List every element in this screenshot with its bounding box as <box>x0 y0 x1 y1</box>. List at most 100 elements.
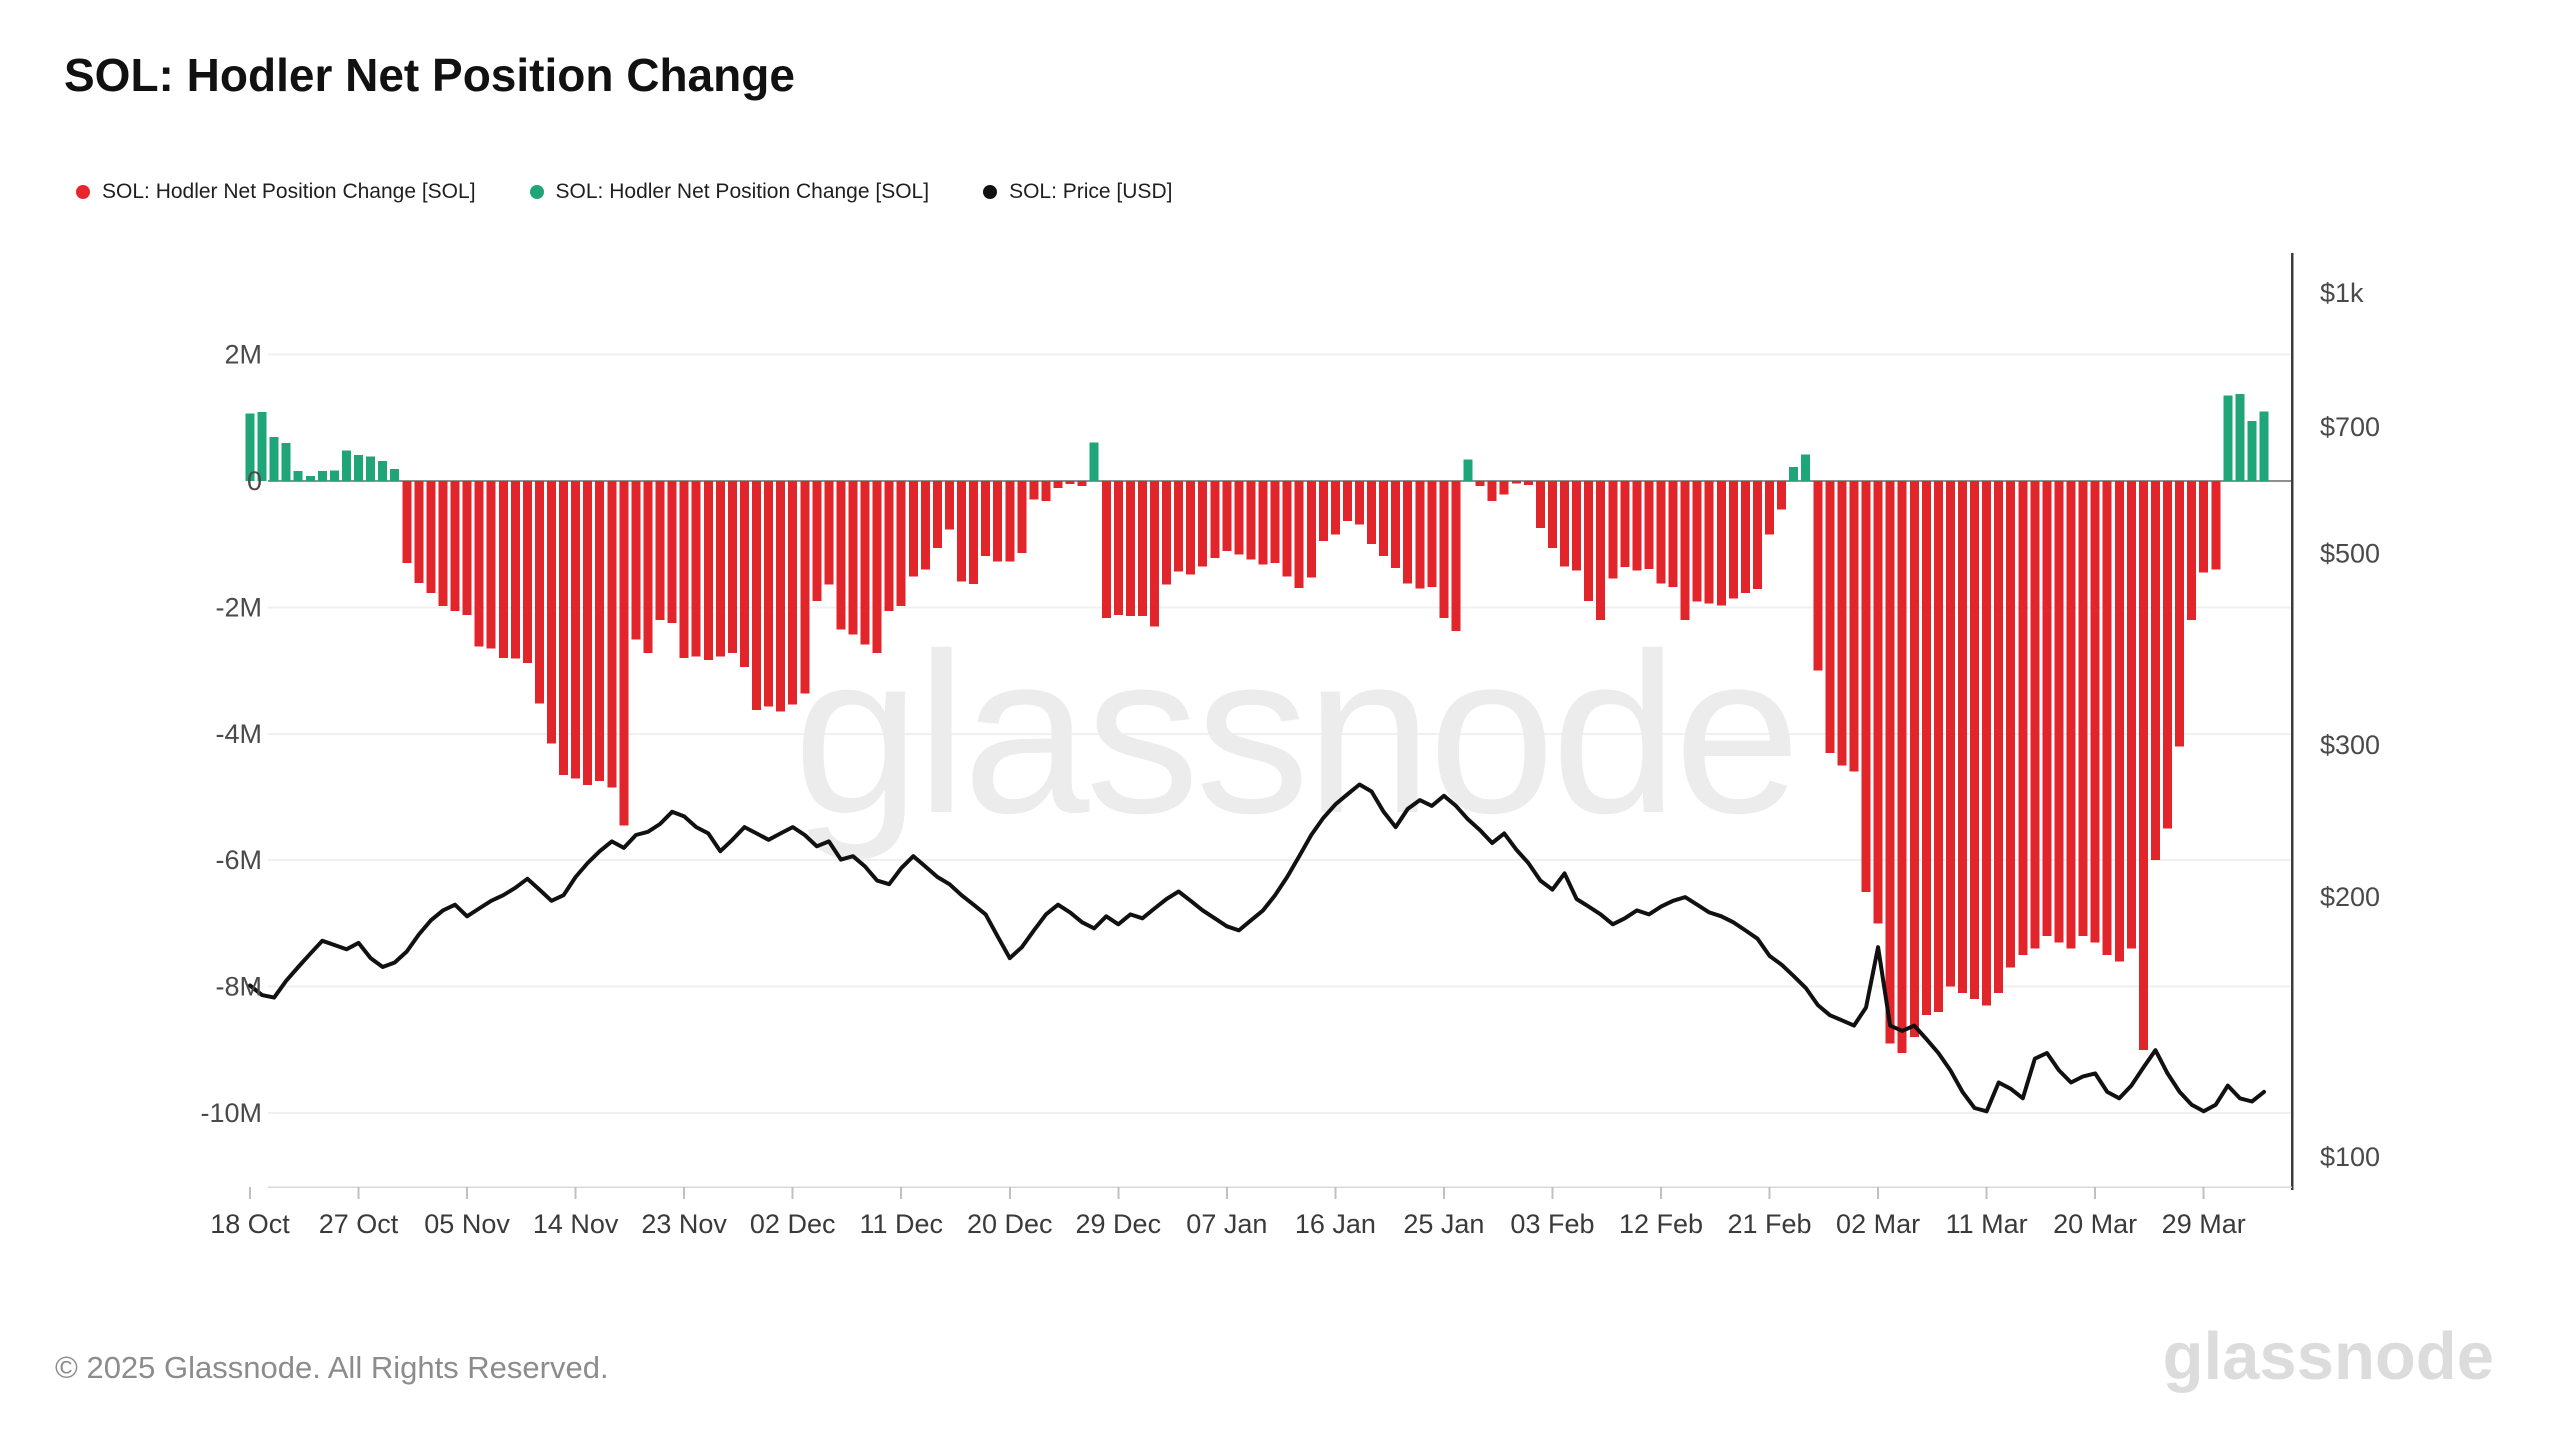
npc-bar[interactable] <box>667 481 677 624</box>
npc-bar[interactable] <box>1656 481 1666 584</box>
npc-bar[interactable] <box>1680 481 1690 621</box>
npc-bar[interactable] <box>1560 481 1570 567</box>
npc-bar[interactable] <box>1620 481 1630 567</box>
npc-bar[interactable] <box>1318 481 1328 542</box>
npc-bar[interactable] <box>1861 481 1871 892</box>
npc-bar[interactable] <box>1065 481 1075 485</box>
npc-bar[interactable] <box>1149 481 1159 627</box>
npc-bar[interactable] <box>703 481 713 660</box>
npc-bar[interactable] <box>1945 481 1955 987</box>
npc-bar[interactable] <box>1222 481 1232 552</box>
npc-bar[interactable] <box>1403 481 1413 584</box>
npc-bar[interactable] <box>438 481 448 607</box>
npc-bar[interactable] <box>2223 395 2233 481</box>
npc-bar[interactable] <box>1113 481 1123 615</box>
npc-bar[interactable] <box>993 481 1003 562</box>
npc-bar[interactable] <box>546 481 556 744</box>
npc-bar[interactable] <box>1306 481 1316 578</box>
npc-bar[interactable] <box>1572 481 1582 571</box>
npc-bar[interactable] <box>655 481 665 621</box>
npc-bar[interactable] <box>1270 481 1280 564</box>
npc-bar[interactable] <box>1704 481 1714 604</box>
npc-bar[interactable] <box>1511 481 1521 484</box>
npc-bar[interactable] <box>366 456 376 481</box>
npc-bar[interactable] <box>1584 481 1594 602</box>
npc-bar[interactable] <box>1391 481 1401 569</box>
npc-bar[interactable] <box>1330 481 1340 535</box>
npc-bar[interactable] <box>305 475 315 481</box>
npc-bar[interactable] <box>1053 481 1063 488</box>
npc-bar[interactable] <box>378 460 388 481</box>
npc-bar[interactable] <box>1367 481 1377 545</box>
npc-bar[interactable] <box>631 481 641 640</box>
npc-bar[interactable] <box>1137 481 1147 617</box>
npc-bar[interactable] <box>583 481 593 785</box>
npc-bar[interactable] <box>1234 481 1244 555</box>
npc-bar[interactable] <box>1089 442 1099 481</box>
npc-bar[interactable] <box>1282 481 1292 577</box>
npc-bar[interactable] <box>1897 481 1907 1053</box>
npc-bar[interactable] <box>1198 481 1208 567</box>
npc-bar[interactable] <box>1608 481 1618 579</box>
npc-bar[interactable] <box>450 481 460 612</box>
legend-item-price[interactable]: SOL: Price [USD] <box>983 180 1172 204</box>
npc-bar[interactable] <box>764 481 774 707</box>
npc-bar[interactable] <box>1246 481 1256 560</box>
npc-bar[interactable] <box>510 481 520 659</box>
npc-bar[interactable] <box>2175 481 2185 747</box>
npc-bar[interactable] <box>957 481 967 582</box>
npc-bar[interactable] <box>920 481 930 570</box>
npc-bar[interactable] <box>981 481 991 557</box>
npc-bar[interactable] <box>896 481 906 607</box>
npc-bar[interactable] <box>2090 481 2100 943</box>
npc-bar[interactable] <box>2235 393 2245 481</box>
npc-bar[interactable] <box>486 481 496 649</box>
npc-bar[interactable] <box>522 481 532 664</box>
npc-bar[interactable] <box>245 413 255 481</box>
npc-bar[interactable] <box>1644 481 1654 569</box>
npc-bar[interactable] <box>1415 481 1425 589</box>
npc-bar[interactable] <box>1909 481 1919 1038</box>
npc-bar[interactable] <box>1789 467 1799 481</box>
npc-bar[interactable] <box>1463 459 1473 481</box>
npc-bar[interactable] <box>474 481 484 647</box>
npc-bar[interactable] <box>908 481 918 577</box>
legend-item-npc-positive[interactable]: SOL: Hodler Net Position Change [SOL] <box>529 180 929 204</box>
npc-bar[interactable] <box>1596 481 1606 621</box>
npc-bar[interactable] <box>2102 481 2112 955</box>
npc-bar[interactable] <box>1958 481 1968 993</box>
npc-bar[interactable] <box>812 481 822 602</box>
npc-bar[interactable] <box>1162 481 1172 585</box>
npc-bar[interactable] <box>1294 481 1304 588</box>
npc-bar[interactable] <box>691 481 701 657</box>
npc-bar[interactable] <box>2114 481 2124 962</box>
npc-bar[interactable] <box>317 470 327 481</box>
npc-bar[interactable] <box>498 481 508 658</box>
npc-bar[interactable] <box>800 481 810 694</box>
npc-bar[interactable] <box>1716 481 1726 606</box>
npc-bar[interactable] <box>1475 481 1485 487</box>
npc-bar[interactable] <box>619 481 629 826</box>
npc-bar[interactable] <box>1210 481 1220 559</box>
npc-bar[interactable] <box>1765 481 1775 535</box>
npc-bar[interactable] <box>2066 481 2076 949</box>
npc-bar[interactable] <box>1499 481 1509 495</box>
npc-bar[interactable] <box>1933 481 1943 1012</box>
npc-bar[interactable] <box>1355 481 1365 525</box>
npc-bar[interactable] <box>1921 481 1931 1016</box>
npc-bar[interactable] <box>1535 481 1545 528</box>
npc-bar[interactable] <box>1982 481 1992 1006</box>
npc-bar[interactable] <box>354 455 364 481</box>
npc-bar[interactable] <box>2042 481 2052 937</box>
npc-bar[interactable] <box>1258 481 1268 565</box>
npc-bar[interactable] <box>414 481 424 583</box>
npc-bar[interactable] <box>1692 481 1702 602</box>
npc-bar[interactable] <box>1041 481 1051 502</box>
npc-bar[interactable] <box>2006 481 2016 968</box>
npc-bar[interactable] <box>2187 481 2197 621</box>
npc-bar[interactable] <box>426 481 436 593</box>
npc-bar[interactable] <box>559 481 569 775</box>
npc-bar[interactable] <box>257 412 267 481</box>
npc-bar[interactable] <box>1885 481 1895 1044</box>
